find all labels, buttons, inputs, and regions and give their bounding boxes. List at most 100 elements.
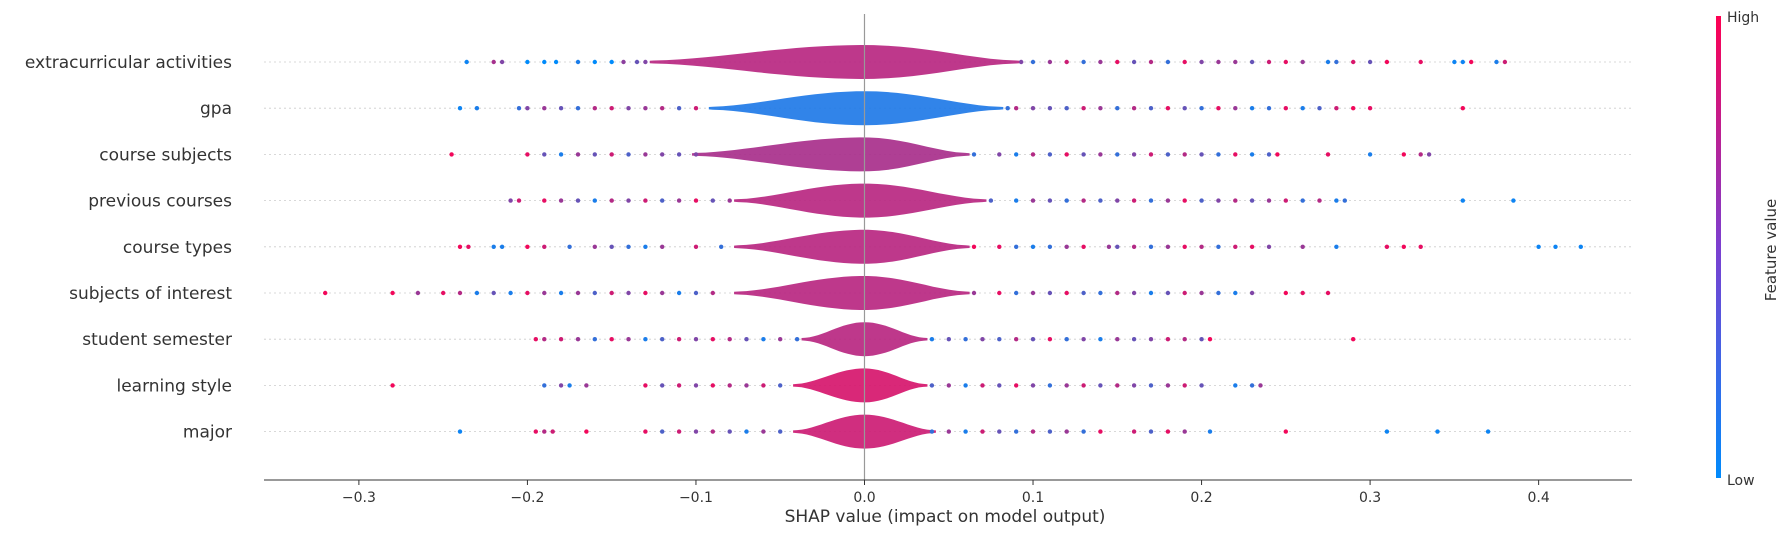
shap-point (609, 290, 614, 296)
shap-point (778, 337, 783, 342)
shap-point (660, 383, 665, 388)
shap-point (1148, 152, 1154, 157)
shap-point (609, 59, 614, 65)
shap-point (1216, 106, 1221, 111)
shap-point (1047, 152, 1053, 157)
colorbar-gradient (1716, 16, 1721, 478)
shap-point (1258, 383, 1263, 388)
shap-point (1502, 59, 1508, 65)
shap-point (1494, 59, 1499, 65)
shap-point (626, 198, 631, 203)
shap-point (626, 337, 631, 342)
shap-point (626, 290, 631, 296)
shap-point (1047, 106, 1053, 111)
shap-point (1418, 59, 1423, 65)
shap-point (575, 152, 581, 157)
shap-point (693, 383, 699, 388)
shap-point (1081, 383, 1086, 388)
shap-point (1081, 106, 1086, 111)
shap-point (997, 383, 1002, 388)
shap-point (1249, 152, 1255, 157)
shap-point (1334, 244, 1339, 249)
x-tick-label: 0.0 (853, 490, 875, 506)
shap-point (971, 290, 977, 296)
shap-point (1081, 290, 1086, 296)
shap-point (592, 152, 597, 157)
shap-point (1131, 152, 1137, 157)
shap-point (1014, 152, 1019, 157)
shap-point (1030, 337, 1036, 342)
shap-point (542, 290, 547, 296)
shap-point (553, 59, 559, 65)
shap-point (1014, 383, 1019, 388)
shap-point (542, 244, 547, 249)
shap-point (1182, 337, 1187, 342)
shap-point (1098, 429, 1103, 434)
shap-point (558, 383, 564, 388)
shap-point (1384, 429, 1390, 434)
shap-point (1452, 59, 1457, 65)
shap-point (584, 429, 589, 434)
x-tick-label: 0.2 (1190, 490, 1212, 506)
shap-point (584, 383, 589, 388)
shap-point (1233, 106, 1238, 111)
shap-point (1064, 106, 1069, 111)
shap-point (1367, 106, 1373, 111)
shap-point (1064, 244, 1069, 249)
shap-point (794, 337, 800, 342)
shap-point (1098, 198, 1103, 203)
shap-point (1081, 244, 1086, 249)
shap-point (710, 383, 715, 388)
shap-point (744, 429, 749, 434)
shap-point (533, 337, 538, 342)
shap-point (1115, 59, 1120, 65)
shap-point (1460, 106, 1466, 111)
shap-point (449, 152, 454, 157)
shap-point (693, 244, 699, 249)
shap-point (491, 290, 496, 296)
shap-point (1131, 429, 1137, 434)
shap-point (1199, 290, 1204, 296)
shap-point (1014, 429, 1019, 434)
violin-subjects-of-interest (734, 276, 970, 310)
shap-point (1064, 198, 1069, 203)
shap-point (997, 244, 1002, 249)
shap-point (516, 198, 522, 203)
shap-point (1418, 152, 1423, 157)
shap-point (609, 244, 614, 249)
shap-point (1131, 244, 1137, 249)
shap-point (1014, 244, 1019, 249)
shap-point (474, 106, 480, 111)
shap-point (727, 429, 732, 434)
shap-point (643, 106, 648, 111)
shap-point (1182, 59, 1187, 65)
shap-point (558, 106, 564, 111)
shap-point (558, 152, 564, 157)
shap-point (1030, 198, 1036, 203)
feature-label: course types (123, 238, 232, 258)
shap-point (491, 59, 496, 65)
x-tick-label: −0.3 (342, 490, 376, 506)
shap-point (1165, 383, 1171, 388)
shap-point (1098, 290, 1103, 296)
shap-point (710, 198, 715, 203)
shap-point (542, 152, 547, 157)
shap-point (1047, 198, 1053, 203)
shap-point (575, 337, 581, 342)
shap-point (542, 429, 547, 434)
shap-point (1047, 337, 1053, 342)
shap-point (457, 290, 463, 296)
shap-point (1460, 198, 1466, 203)
points-layer (323, 59, 1584, 434)
shap-point (415, 290, 421, 296)
shap-point (1199, 59, 1204, 65)
shap-point (1334, 198, 1339, 203)
shap-point (1435, 429, 1440, 434)
shap-point (1216, 152, 1221, 157)
shap-point (1064, 383, 1069, 388)
shap-point (1098, 106, 1103, 111)
x-tick-label: −0.1 (679, 490, 713, 506)
shap-point (1030, 106, 1036, 111)
shap-point (693, 429, 699, 434)
